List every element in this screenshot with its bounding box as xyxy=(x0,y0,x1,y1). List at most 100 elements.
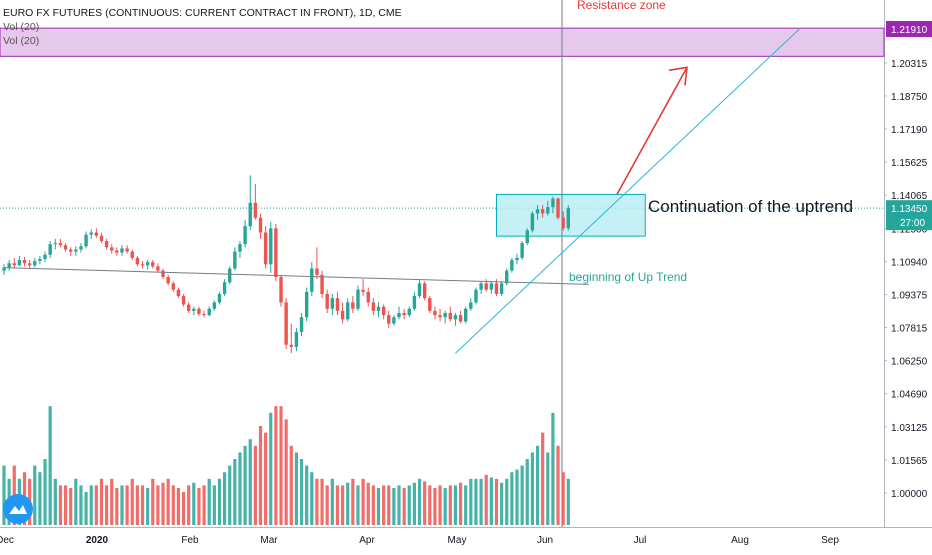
volume-bar xyxy=(366,482,370,525)
volume-bar xyxy=(525,459,529,525)
volume-bar xyxy=(94,485,98,525)
candle-body xyxy=(417,283,422,297)
candle-body xyxy=(161,270,165,277)
candle-body xyxy=(89,232,93,235)
time-axis-label: Mar xyxy=(260,535,278,546)
candle-body xyxy=(84,234,88,247)
volume-bar xyxy=(392,488,396,525)
volume-bar xyxy=(63,485,68,525)
candle-body xyxy=(469,302,473,309)
volume-bar xyxy=(397,485,401,525)
candle-body xyxy=(387,315,391,324)
candle-body xyxy=(171,283,175,290)
candle-body xyxy=(207,308,211,316)
candle-body xyxy=(561,217,565,229)
candle-body xyxy=(289,344,293,347)
volume-bar xyxy=(243,445,247,525)
candle-body xyxy=(48,244,52,255)
candle-body xyxy=(515,257,519,261)
candle-body xyxy=(551,198,555,208)
candle-body xyxy=(484,283,488,290)
price-tick-label: 1.20315 xyxy=(891,59,928,70)
candle-body xyxy=(489,283,494,290)
volume-bar xyxy=(248,439,252,525)
volume-bar xyxy=(382,485,386,525)
candle-body xyxy=(17,260,22,266)
candle-body xyxy=(135,257,140,265)
volume-bar xyxy=(387,485,391,525)
candle-body xyxy=(58,243,63,246)
candle-body xyxy=(412,296,417,309)
price-tick-label: 1.17190 xyxy=(891,125,928,136)
candle-body xyxy=(120,248,124,253)
candle-body xyxy=(474,289,478,303)
candle-body xyxy=(407,308,411,316)
volume-bar xyxy=(412,482,416,525)
volume-bar xyxy=(520,465,524,525)
candle-body xyxy=(27,263,32,266)
candle-body xyxy=(540,209,545,214)
candle-body xyxy=(535,209,540,214)
chart-title: EURO FX FUTURES (CONTINUOUS: CURRENT CON… xyxy=(3,7,402,19)
volume-bar xyxy=(33,465,37,525)
price-tick-label: 1.10940 xyxy=(891,257,928,268)
volume-bar xyxy=(279,406,283,525)
volume-bar xyxy=(346,482,350,525)
candle-body xyxy=(192,308,196,311)
candle-body xyxy=(325,293,329,309)
candle-body xyxy=(438,315,442,318)
volume-indicator-label[interactable]: Vol (20) xyxy=(3,21,40,33)
candle-body xyxy=(63,245,68,250)
volume-bar xyxy=(115,488,119,525)
candle-body xyxy=(115,250,119,253)
volume-bar xyxy=(135,485,139,525)
price-tick-label: 1.09375 xyxy=(891,290,928,301)
candle-body xyxy=(156,266,160,271)
volume-bar xyxy=(192,482,196,525)
candle-body xyxy=(294,332,299,347)
time-axis-label: May xyxy=(448,535,467,546)
candle-body xyxy=(151,262,155,267)
chart-header: EURO FX FUTURES (CONTINUOUS: CURRENT CON… xyxy=(3,6,402,48)
volume-bar xyxy=(351,478,355,525)
candle-body xyxy=(546,207,550,214)
current-price-badge xyxy=(886,200,932,231)
continuation-label: Continuation of the uptrend xyxy=(648,197,853,216)
candle-body xyxy=(212,302,217,309)
candle-body xyxy=(68,249,73,252)
candle-body xyxy=(104,240,109,248)
volume-bar xyxy=(356,485,360,525)
candle-body xyxy=(530,213,535,231)
volume-bar xyxy=(269,412,273,525)
volume-bar xyxy=(469,478,473,525)
volume-bar xyxy=(53,478,57,525)
price-tick-label: 1.06250 xyxy=(891,357,928,368)
candle-body xyxy=(525,230,529,244)
candle-body xyxy=(233,251,237,269)
volume-indicator-label-2[interactable]: Vol (20) xyxy=(3,35,40,47)
volume-bar xyxy=(84,492,88,525)
tradingview-logo xyxy=(3,494,33,524)
volume-bar xyxy=(505,478,509,525)
volume-bar xyxy=(423,481,427,525)
price-tick-label: 1.15625 xyxy=(891,158,928,169)
arrow-head xyxy=(668,66,688,86)
volume-bar xyxy=(315,478,319,525)
time-axis-label: Sep xyxy=(821,535,839,546)
volume-bar xyxy=(79,485,83,525)
candle-body xyxy=(279,276,283,303)
volume-bar xyxy=(443,488,447,525)
candle-body xyxy=(186,304,191,311)
volume-bar xyxy=(494,478,499,525)
candle-body xyxy=(12,263,16,266)
candle-body xyxy=(346,302,350,320)
volume-bar xyxy=(48,406,52,525)
candle-body xyxy=(217,293,222,303)
resistance-zone-label: Resistance zone xyxy=(577,0,666,12)
volume-bar xyxy=(197,488,201,525)
volume-bar xyxy=(325,485,329,525)
volume-bar xyxy=(105,485,109,525)
candle-body xyxy=(263,232,268,265)
